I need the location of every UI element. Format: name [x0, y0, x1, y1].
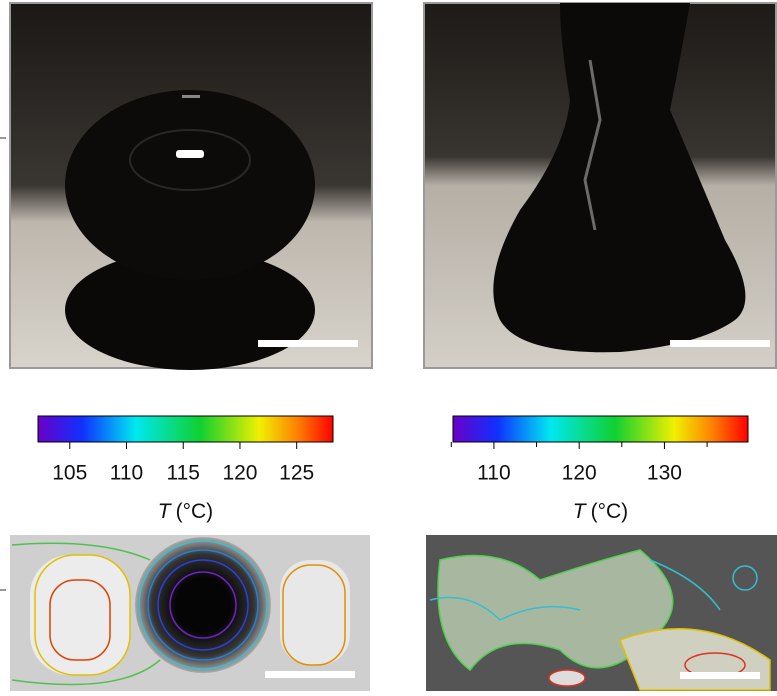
- scale-bar: [265, 671, 355, 678]
- colorbar: [38, 416, 333, 442]
- tick-label: 105: [52, 462, 87, 485]
- label-unit: (°C): [176, 500, 214, 523]
- scale-bar: [670, 340, 770, 347]
- label-symbol: T: [158, 500, 173, 523]
- tick-label: 120: [222, 462, 257, 485]
- label-symbol: T: [573, 500, 588, 523]
- tick-label: 110: [477, 462, 510, 485]
- photo-splash: [424, 3, 776, 368]
- tick-label: 115: [166, 462, 199, 485]
- thermal-map-right: [426, 535, 777, 691]
- scale-bar: [680, 672, 760, 679]
- colorbar: [453, 416, 748, 442]
- tick-label: 110: [110, 462, 143, 485]
- photo-droplet: [10, 3, 372, 370]
- tick-label: 125: [279, 462, 314, 485]
- axis-marks: [0, 138, 6, 590]
- scale-bar: [258, 340, 358, 347]
- thermal-map-left: [10, 535, 370, 691]
- label-unit: (°C): [591, 500, 629, 523]
- figure: 105110115120125T(°C)110120130T(°C): [0, 0, 777, 691]
- tick-label: 130: [647, 462, 682, 485]
- colorbar-label: T(°C): [573, 500, 628, 523]
- colorbar-label: T(°C): [158, 500, 213, 523]
- tick-label: 120: [562, 462, 597, 485]
